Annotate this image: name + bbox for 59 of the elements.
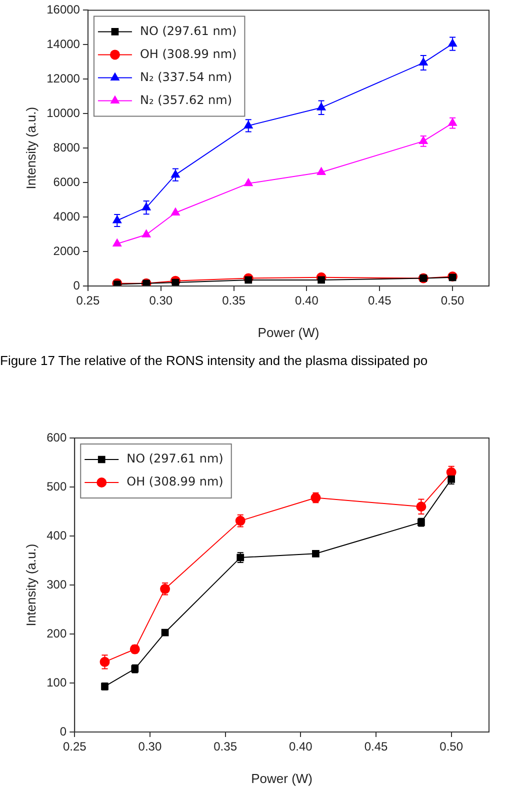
point xyxy=(416,502,426,512)
legend-label: OH (308.99 nm) xyxy=(126,474,224,489)
y-tick-label: 200 xyxy=(46,626,67,640)
point xyxy=(448,38,457,47)
point xyxy=(448,118,457,126)
y-tick-label: 500 xyxy=(46,479,67,494)
y-tick-label: 6000 xyxy=(53,174,80,189)
y-axis-title: Intensity (a.u.) xyxy=(23,106,38,190)
y-tick-label: 0 xyxy=(73,278,80,292)
point xyxy=(171,208,180,216)
point xyxy=(244,120,253,128)
x-axis-title: Power (W) xyxy=(258,324,320,340)
x-axis-title: Power (W) xyxy=(251,770,313,786)
point xyxy=(418,58,428,66)
x-tick-label: 0.30 xyxy=(138,740,162,754)
point xyxy=(318,276,325,284)
y-tick-label: 8000 xyxy=(53,140,80,154)
point xyxy=(244,276,252,284)
y-tick-label: 300 xyxy=(46,577,67,592)
legend-label: OH (308.99 nm) xyxy=(140,46,237,61)
y-tick-label: 400 xyxy=(46,528,67,542)
point xyxy=(316,102,326,110)
caption: Figure 17 The relative of the RONS intensity and the plasma dissipated po xyxy=(0,353,429,368)
x-tick-label: 0.25 xyxy=(76,294,100,308)
y-tick-label: 16000 xyxy=(46,2,80,17)
y-tick-label: 10000 xyxy=(46,106,80,120)
x-tick-label: 0.45 xyxy=(364,740,388,754)
x-tick-label: 0.45 xyxy=(368,294,392,308)
y-tick-label: 4000 xyxy=(53,209,80,224)
legend-label: NO (297.61 nm) xyxy=(140,24,237,38)
y-tick-label: 100 xyxy=(46,675,67,690)
legend-label: N₂ (337.54 nm) xyxy=(140,70,232,84)
point xyxy=(316,167,326,175)
y-tick-label: 12000 xyxy=(46,71,80,86)
point xyxy=(418,136,428,144)
x-tick-label: 0.35 xyxy=(222,294,246,308)
point xyxy=(142,230,151,238)
x-tick-label: 0.40 xyxy=(288,740,313,754)
x-tick-label: 0.25 xyxy=(62,740,87,754)
y-tick-label: 14000 xyxy=(46,36,80,51)
x-tick-label: 0.50 xyxy=(440,294,465,308)
x-tick-label: 0.35 xyxy=(214,740,238,754)
point xyxy=(112,238,122,247)
y-tick-label: 2000 xyxy=(53,244,80,258)
point xyxy=(112,216,122,224)
point xyxy=(312,550,320,558)
x-tick-label: 0.50 xyxy=(440,740,464,754)
point xyxy=(161,628,169,636)
y-tick-label: 0 xyxy=(60,724,67,738)
legend-label: N₂ (357.62 nm) xyxy=(140,92,232,107)
x-tick-label: 0.30 xyxy=(149,294,173,308)
point xyxy=(100,656,110,667)
y-axis-title: Intensity (a.u.) xyxy=(23,544,38,626)
legend-label: NO (297.61 nm) xyxy=(126,452,224,466)
x-tick-label: 0.40 xyxy=(295,294,319,308)
point xyxy=(171,170,180,178)
point xyxy=(244,178,253,186)
y-tick-label: 600 xyxy=(46,430,67,444)
point xyxy=(142,202,151,210)
